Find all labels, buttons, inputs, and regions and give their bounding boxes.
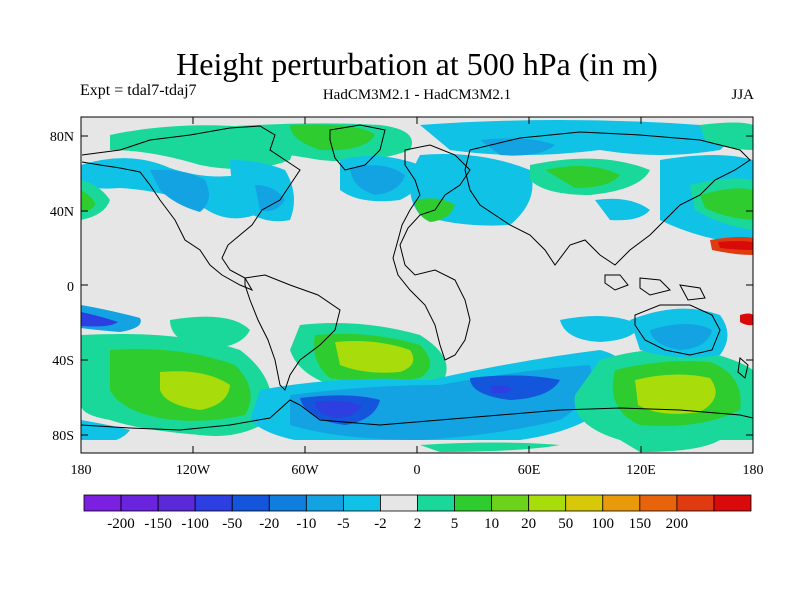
colorbar-tick-label: -2 [374,516,387,532]
lon-label-120e: 120E [626,463,656,478]
colorbar-tick-label: 100 [592,516,615,532]
colorbar-box [380,494,418,512]
lon-label-180w: 180 [71,463,92,478]
colorbar-box [602,494,641,512]
colorbar-box [157,494,196,512]
colorbar-tick-label: -50 [222,516,242,532]
colorbar-box [305,494,344,512]
colorbar-tick-label: -200 [107,516,135,532]
lon-label-60w: 60W [291,463,319,478]
anomaly-field [81,120,753,453]
colorbar-box [639,494,678,512]
colorbar-box [417,494,455,512]
colorbar-tick-label: 200 [666,516,689,532]
coastlines [81,124,753,431]
season-label: JJA [731,87,754,103]
colorbar-box [83,494,122,512]
colorbar-box [713,494,752,512]
axis-ticks [80,117,754,453]
lat-label-40s: 40S [52,354,74,369]
colorbar-tick-label: -150 [144,516,172,532]
colorbar-tick-label: 10 [484,516,499,532]
colorbar [83,494,752,512]
experiment-label: Expt = tdal7-tdaj7 [80,82,197,99]
lat-label-80s: 80S [52,429,74,444]
colorbar-box [194,494,233,512]
lon-label-120w: 120W [176,463,211,478]
colorbar-tick-label: 20 [521,516,536,532]
colorbar-box [528,494,567,512]
model-label: HadCM3M2.1 - HadCM3M2.1 [322,87,512,103]
colorbar-box [268,494,307,512]
colorbar-box [342,494,381,512]
colorbar-tick-label: 5 [451,516,459,532]
colorbar-labels: -200 -150 -100 -50 -20 -10 -5 -2 2 5 10 20 50 100 150 2… [107,516,688,532]
map-title: Height perturbation at 500 hPa (in m) [176,46,658,82]
lon-label-60e: 60E [518,463,541,478]
colorbar-box [231,494,270,512]
colorbar-box [565,494,604,512]
colorbar-tick-label: -20 [259,516,279,532]
lat-label-40n: 40N [50,205,74,220]
lon-label-180e: 180 [743,463,764,478]
colorbar-tick-label: 150 [629,516,652,532]
lat-label-eq: 0 [67,280,74,295]
colorbar-tick-label: 50 [558,516,573,532]
colorbar-tick-label: -10 [296,516,316,532]
colorbar-box [491,494,530,512]
colorbar-tick-label: -5 [337,516,350,532]
lat-label-80n: 80N [50,130,74,145]
colorbar-box [454,494,493,512]
colorbar-box [120,494,159,512]
colorbar-tick-label: -100 [181,516,209,532]
colorbar-box [676,494,715,512]
lon-label-0: 0 [414,463,421,478]
colorbar-tick-label: 2 [414,516,422,532]
